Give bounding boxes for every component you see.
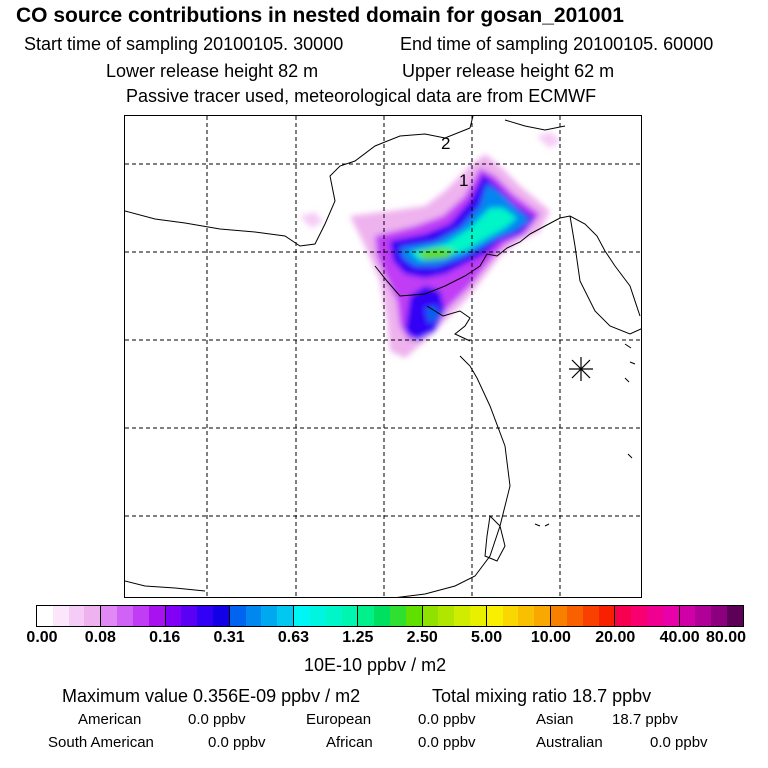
map-label-1: 1 <box>459 171 469 190</box>
region-australian-name: Australian <box>536 734 603 751</box>
colorbar-swatch <box>582 606 599 626</box>
colorbar-tick-label: 80.00 <box>705 629 747 646</box>
colorbar-swatch <box>374 606 390 626</box>
coastlines <box>125 116 641 597</box>
colorbar-tick-label: 20.00 <box>595 629 636 646</box>
colorbar-swatch <box>197 606 213 626</box>
colorbar-tick-label: 0.16 <box>149 629 181 646</box>
colorbar-tick-label: 0.08 <box>84 629 116 646</box>
maximum-value: Maximum value 0.356E-09 ppbv / m2 <box>62 686 361 706</box>
colorbar-segment <box>37 606 102 626</box>
upper-release-height: Upper release height 62 m <box>402 61 615 81</box>
region-american-value: 0.0 ppbv <box>188 711 246 728</box>
colorbar-swatch <box>470 606 486 626</box>
tracer-info: Passive tracer used, meteorological data… <box>126 86 597 106</box>
colorbar-swatch <box>679 606 696 626</box>
concentration-plume <box>300 132 561 358</box>
colorbar-swatch <box>294 606 310 626</box>
colorbar-swatch <box>245 606 262 626</box>
colorbar-tick-label: 5.00 <box>470 629 503 646</box>
start-time: Start time of sampling 20100105. 30000 <box>24 34 344 54</box>
colorbar-swatch <box>52 606 69 626</box>
colorbar-swatch <box>566 606 583 626</box>
colorbar-segment <box>422 606 487 626</box>
region-australian-value: 0.0 ppbv <box>650 734 708 751</box>
map-label-2: 2 <box>441 134 451 153</box>
colorbar-segment <box>358 606 423 626</box>
plot-title: CO source contributions in nested domain… <box>16 4 624 27</box>
colorbar-swatch <box>148 606 165 626</box>
colorbar-swatch <box>662 606 679 626</box>
colorbar-tick-label: 40.00 <box>659 629 700 646</box>
colorbar-swatch <box>84 606 101 626</box>
colorbar-segment <box>165 606 230 626</box>
colorbar-segment <box>294 606 359 626</box>
colorbar <box>36 605 744 627</box>
region-african-name: African <box>326 734 373 751</box>
colorbar-swatch <box>37 606 53 626</box>
colorbar-swatch <box>341 606 358 626</box>
colorbar-segment <box>486 606 552 626</box>
colorbar-swatch <box>518 606 535 626</box>
region-asian-value: 18.7 ppbv <box>612 711 678 728</box>
colorbar-swatch <box>438 606 455 626</box>
colorbar-segment <box>551 606 616 626</box>
colorbar-swatch <box>277 606 294 626</box>
colorbar-swatch <box>309 606 326 626</box>
region-south-american-value: 0.0 ppbv <box>208 734 266 751</box>
colorbar-swatch <box>551 606 567 626</box>
total-mixing-ratio: Total mixing ratio 18.7 ppbv <box>432 686 652 706</box>
colorbar-swatch <box>68 606 85 626</box>
colorbar-swatch <box>647 606 663 626</box>
region-asian-name: Asian <box>536 711 574 728</box>
colorbar-units: 10E-10 ppbv / m2 <box>304 655 447 675</box>
colorbar-swatch <box>534 606 551 626</box>
map-panel: 2 1 <box>124 115 642 598</box>
colorbar-swatch <box>325 606 342 626</box>
region-european-value: 0.0 ppbv <box>418 711 476 728</box>
colorbar-tick-label: 0.31 <box>213 629 245 646</box>
colorbar-tick-label: 0.00 <box>26 629 58 646</box>
colorbar-swatch <box>117 606 133 626</box>
map-canvas <box>125 116 641 597</box>
colorbar-swatch <box>229 606 246 626</box>
colorbar-swatch <box>631 606 648 626</box>
colorbar-swatch <box>695 606 712 626</box>
colorbar-segment <box>615 606 680 626</box>
colorbar-swatch <box>261 606 278 626</box>
colorbar-swatch <box>101 606 118 626</box>
colorbar-swatch <box>422 606 439 626</box>
colorbar-tick-label: 2.50 <box>406 629 438 646</box>
end-time: End time of sampling 20100105. 60000 <box>400 34 714 54</box>
colorbar-swatch <box>615 606 632 626</box>
colorbar-swatch <box>486 606 503 626</box>
region-south-american-name: South American <box>48 734 154 751</box>
lower-release-height: Lower release height 82 m <box>106 61 319 81</box>
colorbar-swatch <box>727 606 743 626</box>
colorbar-swatch <box>358 606 375 626</box>
grid-lines <box>125 116 641 597</box>
region-european-name: European <box>306 711 372 728</box>
colorbar-segment <box>101 606 166 626</box>
colorbar-segment <box>679 606 743 626</box>
colorbar-swatch <box>181 606 198 626</box>
colorbar-swatch <box>711 606 728 626</box>
colorbar-swatch <box>598 606 615 626</box>
colorbar-tick-label: 10.00 <box>530 629 571 646</box>
region-american-name: American <box>78 711 142 728</box>
colorbar-tick-label: 1.25 <box>342 629 374 646</box>
colorbar-segment <box>229 606 295 626</box>
colorbar-ticks: 0.00 0.08 0.16 0.31 0.63 1.25 2.50 5.00 10.00 20.… <box>0 629 768 651</box>
colorbar-swatch <box>502 606 519 626</box>
colorbar-swatch <box>212 606 229 626</box>
colorbar-swatch <box>405 606 422 626</box>
colorbar-swatch <box>389 606 406 626</box>
colorbar-swatch <box>454 606 471 626</box>
region-african-value: 0.0 ppbv <box>418 734 476 751</box>
colorbar-swatch <box>132 606 149 626</box>
colorbar-swatch <box>165 606 182 626</box>
colorbar-tick-label: 0.63 <box>277 629 310 646</box>
receptor-asterisk-icon <box>569 357 593 381</box>
